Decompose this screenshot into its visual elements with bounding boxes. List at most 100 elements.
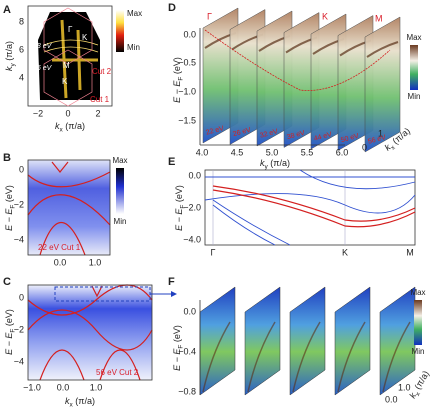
label-part: k (55, 121, 60, 131)
z-tick-label: 0 (362, 142, 367, 152)
dft-band (204, 169, 416, 246)
label-subscript: y (9, 62, 16, 66)
annotation: 22 eV Cut 1 (38, 243, 81, 252)
y-tick-label: −2.0 (183, 202, 201, 212)
energy-label: 22 eV (205, 125, 225, 137)
x-axis-label: kx (π/a) (55, 121, 85, 133)
arpes-map (28, 160, 110, 255)
colorbar-label: Min (114, 217, 127, 226)
colorbar-label: Min (127, 43, 140, 52)
y-axis-label: E − EF (eV) (4, 185, 16, 231)
bz (43, 7, 93, 65)
y-tick-label: −0.4 (178, 346, 196, 356)
annotation: 56 eV Cut 2 (96, 368, 139, 377)
z-tick-label: 0.0 (385, 394, 398, 404)
y-tick-label: −0.5 (178, 57, 196, 67)
label-part: E − E (172, 80, 182, 103)
label-subscript: F (177, 345, 184, 349)
y-axis-label: E − EF (eV) (172, 325, 184, 371)
arpes-slice (364, 16, 401, 153)
x-tick-label: 0 (65, 108, 70, 118)
symmetry-point: K (322, 11, 328, 21)
dispersion (382, 321, 411, 393)
frame (27, 284, 153, 381)
z-tick-label: 1 (378, 128, 383, 138)
dispersion (366, 41, 399, 58)
annotation: Cut 2 (92, 67, 112, 76)
label-part: k (4, 66, 14, 71)
y-tick-label: 0.0 (188, 170, 201, 180)
z-axis-label: kx (π/a) (408, 369, 433, 401)
y-tick-label: 0 (19, 164, 24, 174)
label-part: E − E (172, 348, 182, 371)
x-axis-label: kx (π/a) (65, 396, 95, 408)
panel-b: B 22 eV Cut 1 0 −2 −4 0.0 1.0 E − EF (eV… (3, 152, 128, 267)
y-tick-label: 8 (19, 16, 24, 26)
frame (204, 169, 416, 246)
energy-label: 26 eV (232, 127, 252, 139)
y-tick-label: −1.0 (178, 86, 196, 96)
y-tick-label: −4 (14, 356, 24, 366)
label-part: (π/a) (412, 369, 432, 393)
colorbar-label: Max (112, 156, 127, 165)
dispersion (337, 321, 366, 393)
colorbar-label: Min (412, 347, 425, 356)
x-tick-label: K (342, 247, 348, 257)
energy-label: 32 eV (259, 128, 279, 140)
panel-label: D (168, 2, 176, 14)
frame (27, 5, 113, 107)
colorbar-label: Min (408, 92, 421, 101)
energy-label: 38 eV (286, 130, 306, 142)
y-axis-label: E − EF (eV) (172, 57, 184, 103)
colorbar (116, 168, 124, 214)
y-tick-label: −2 (14, 199, 24, 209)
y-tick-label: 4 (19, 72, 24, 82)
path-line (204, 29, 391, 91)
y-tick-label: 0.0 (183, 306, 196, 316)
label-subscript: x (60, 126, 64, 133)
y-tick-label: −4 (14, 234, 24, 244)
y-tick-label: −0.8 (178, 386, 196, 396)
label-part: (π/a) (4, 41, 14, 63)
dft-band (212, 185, 416, 228)
colorbar (410, 45, 418, 90)
arpes-slice (334, 286, 371, 396)
dft-band (27, 284, 153, 381)
x-tick-label: −1.0 (23, 382, 41, 392)
x-tick-label: 6.0 (336, 147, 349, 157)
dispersion (202, 321, 231, 393)
label-part: (π/a) (268, 158, 290, 168)
label-part: (π/a) (73, 396, 95, 406)
dispersion (292, 321, 321, 393)
panel-a: A Γ K M K 78 eV 56 eV Cut 2 Cut 1 8 6 4 … (3, 4, 142, 133)
y-axis-label: E − EF (eV) (174, 185, 186, 231)
label-subscript: x (70, 401, 74, 408)
energy-label: 56 eV (367, 134, 387, 146)
panel-c: C 56 eV Cut 2 0 −2 −4 −1.0 0.0 1.0 kx (π… (3, 276, 177, 408)
panel-d: D Γ K M 0.0 −0.5 −1.0 −1.5 4.0 4.5 5.0 5… (168, 2, 422, 170)
annotation: K (62, 77, 68, 86)
label-part: (π/a) (63, 121, 85, 131)
energy-label: 44 eV (313, 131, 333, 143)
label-part: k (383, 142, 393, 153)
x-tick-label: 4.0 (196, 147, 209, 157)
x-tick-label: 1.0 (90, 382, 103, 392)
panel-label: F (168, 276, 175, 288)
energy-label: 50 eV (340, 133, 360, 145)
arpes-slice (244, 286, 281, 396)
x-tick-label: 1.0 (89, 257, 102, 267)
label-subscript: x (414, 390, 422, 397)
label-subscript: F (9, 329, 16, 333)
y-tick-label: 0 (19, 292, 24, 302)
y-tick-label: −1.5 (178, 115, 196, 125)
colorbar-label: Max (127, 9, 142, 18)
annotation: M (63, 61, 70, 70)
dispersion (247, 321, 276, 393)
label-part: k (260, 158, 265, 168)
label-subscript: F (177, 77, 184, 81)
cut-arcs (43, 39, 99, 53)
label-part: E − E (174, 208, 184, 231)
label-part: (eV) (174, 185, 184, 205)
y-tick-label: −2 (14, 324, 24, 334)
